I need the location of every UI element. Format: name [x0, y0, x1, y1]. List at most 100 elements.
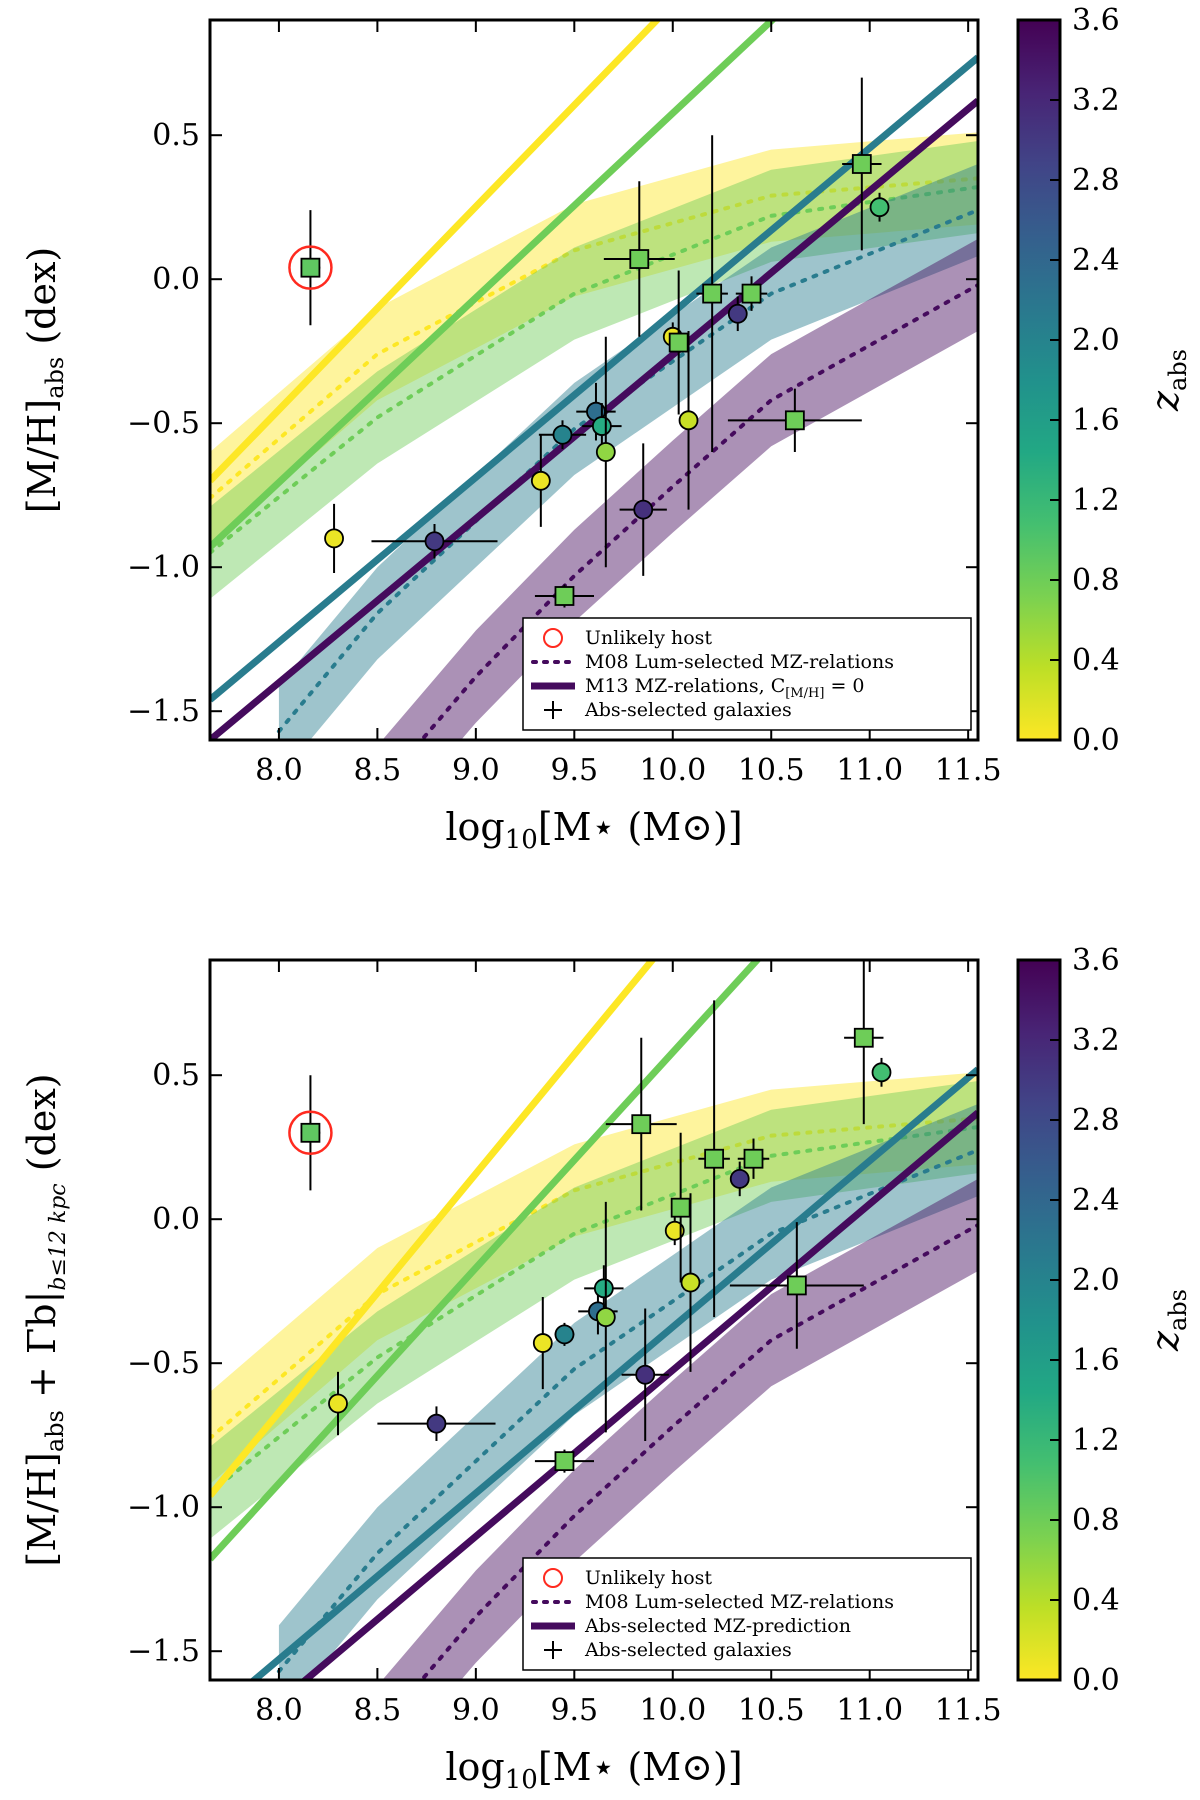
data-point	[729, 1222, 864, 1349]
data-point	[584, 1265, 624, 1312]
data-point	[842, 77, 882, 251]
circle-marker	[530, 470, 551, 491]
data-point	[670, 1132, 691, 1283]
x-tick-label: 10.5	[738, 1693, 805, 1728]
mz-relation-line	[210, 960, 657, 1498]
x-tick-label: 9.5	[550, 1693, 598, 1728]
m08-band	[210, 132, 978, 545]
colorbar: 3.6 3.2 2.8 2.4 2.0 1.6 1.2 0.8 0.4 0.0 zabs	[1016, 943, 1192, 1698]
colorbar-tick-label: 2.4	[1072, 1183, 1120, 1218]
square-marker	[554, 1451, 575, 1472]
x-tick-label: 9.0	[452, 1693, 500, 1728]
circle-marker	[591, 416, 612, 436]
data-point	[727, 296, 748, 332]
m08-band	[382, 238, 978, 740]
m08-dotted-line	[419, 1222, 978, 1680]
colorbar-tick-label: 3.2	[1072, 1023, 1120, 1058]
unlikely-host-ring	[288, 1110, 333, 1156]
plot-area	[210, 960, 978, 1680]
colorbar-gradient	[1016, 958, 1062, 1682]
circle-marker	[532, 1333, 553, 1353]
legend-label: M13 MZ-relations, C[M/H] = 0	[585, 675, 865, 701]
colorbar-tick-label: 1.2	[1072, 483, 1120, 518]
m08-band	[278, 1104, 978, 1680]
colorbar-tick-label: 2.8	[1072, 163, 1120, 198]
m08-band	[210, 140, 978, 599]
plot-frame	[208, 958, 980, 1682]
data-point	[621, 1308, 669, 1441]
data-point	[664, 1216, 685, 1246]
data-point	[605, 1037, 677, 1211]
legend-label: Unlikely host	[585, 1567, 712, 1589]
circle-marker	[635, 1364, 656, 1385]
circle-marker	[729, 1168, 750, 1189]
data-point	[288, 1075, 333, 1191]
colorbar-tick-label: 3.6	[1072, 943, 1120, 978]
colorbar-tick-label: 2.0	[1072, 1263, 1120, 1298]
m08-dotted-line	[210, 1125, 978, 1495]
panel-bottom: 8.0 8.5 9.0 9.5 10.0 10.5 11.0 11.5 0.5 0.0 −0.5 −1…	[20, 943, 1192, 1795]
y-tick-label: −1.0	[127, 1490, 200, 1525]
colorbar-tick-label: 0.8	[1072, 563, 1120, 598]
x-tick-label: 10.0	[639, 753, 706, 788]
unlikely-host-ring	[288, 245, 333, 290]
square-marker	[300, 257, 321, 278]
m08-band	[382, 1178, 978, 1680]
legend-label: Abs-selected galaxies	[584, 699, 792, 721]
x-tick-label: 9.5	[550, 753, 598, 788]
square-marker	[629, 249, 650, 269]
square-marker	[851, 154, 872, 174]
y-axis-label: [M/H]abs + Γb|b≤12 kpc (dex)	[20, 1073, 71, 1566]
colorbar-tick-label: 2.0	[1072, 323, 1120, 358]
x-tick-label: 11.0	[836, 753, 903, 788]
y-tick-label: 0.5	[152, 118, 200, 153]
colorbar-tick-label: 2.8	[1072, 1103, 1120, 1138]
data-point	[619, 443, 667, 576]
data-point	[696, 135, 728, 452]
colorbar-tick-label: 1.2	[1072, 1423, 1120, 1458]
circle-marker	[595, 442, 616, 462]
y-tick-label: −1.0	[127, 550, 200, 585]
plot-area	[210, 20, 978, 740]
m08-dotted-line	[276, 208, 978, 734]
colorbar: 3.6 3.2 2.8 2.4 2.0 1.6 1.2 0.8 0.4 0.0 zabs	[1016, 3, 1192, 758]
data-point	[869, 192, 890, 222]
square-marker	[704, 1148, 725, 1169]
m08-band	[210, 1072, 978, 1485]
colorbar-label: zabs	[1143, 349, 1192, 412]
square-marker	[784, 410, 805, 431]
legend-box	[522, 617, 972, 731]
data-point	[678, 331, 699, 510]
data-point	[534, 1449, 594, 1473]
x-axis-label: log10[M⋆ (M⊙)]	[445, 1745, 742, 1795]
legend-label: M08 Lum-selected MZ-relations	[585, 651, 894, 673]
x-tick-label: 8.5	[354, 753, 402, 788]
data-point	[534, 584, 594, 608]
circle-marker	[678, 410, 699, 431]
x-tick-label: 8.5	[354, 1693, 402, 1728]
y-tick-label: −1.5	[127, 1634, 200, 1669]
colorbar-tick-label: 0.4	[1072, 1583, 1120, 1618]
m08-dotted-line	[210, 1116, 978, 1441]
m08-dotted-line	[419, 282, 978, 740]
square-marker	[786, 1275, 807, 1296]
colorbar-tick-label: 0.0	[1072, 723, 1120, 758]
colorbar-tick-label: 1.6	[1072, 1343, 1120, 1378]
square-marker	[300, 1122, 321, 1143]
x-tick-label: 11.5	[935, 753, 1002, 788]
circle-marker	[593, 1278, 614, 1299]
m08-dotted-line	[210, 176, 978, 501]
data-point	[595, 336, 616, 568]
data-point	[324, 503, 344, 573]
circle-marker	[324, 528, 344, 549]
y-tick-label: −1.5	[127, 694, 200, 729]
data-point	[844, 960, 884, 1125]
data-point	[288, 210, 333, 326]
y-tick-label: 0.5	[152, 1058, 200, 1093]
mz-relation-line	[210, 20, 778, 550]
circle-marker	[869, 197, 890, 218]
data-point	[554, 1322, 575, 1346]
data-point	[727, 388, 862, 452]
circle-marker	[664, 1220, 685, 1241]
circle-marker	[328, 1393, 348, 1414]
